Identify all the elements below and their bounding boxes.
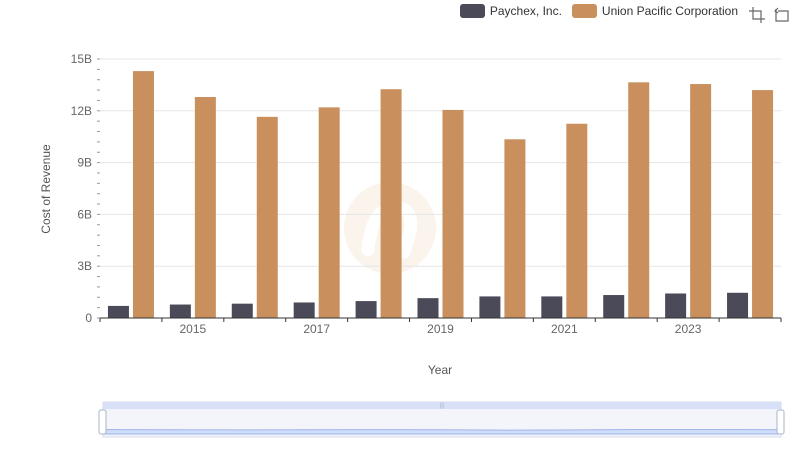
bars	[107, 71, 774, 319]
bar-paychex-2019	[417, 298, 439, 318]
bar-paychex-2014	[107, 305, 129, 318]
bar-paychex-2023	[665, 293, 687, 318]
bar-union-pacific-2015	[194, 96, 216, 318]
bar-union-pacific-2024	[752, 90, 774, 318]
x-tick-label: 2023	[675, 322, 702, 336]
bar-union-pacific-2021	[566, 123, 588, 318]
y-tick-label: 9B	[77, 156, 92, 170]
y-tick-label: 12B	[71, 104, 92, 118]
y-tick-label: 0	[85, 311, 92, 325]
x-axis: 2015 2017 2019 2021 2023	[99, 318, 782, 336]
bar-paychex-2015	[169, 304, 191, 318]
x-tick-label: 2019	[427, 322, 454, 336]
bar-paychex-2022	[603, 295, 625, 318]
data-zoom-slider[interactable]: |||	[98, 401, 785, 438]
slider-right-handle[interactable]	[776, 409, 785, 435]
slider-left-handle[interactable]	[98, 409, 107, 435]
bar-paychex-2018	[355, 301, 377, 318]
bar-paychex-2021	[541, 296, 563, 318]
bar-paychex-2016	[231, 303, 253, 318]
y-axis: 0 3B 6B 9B 12B 15B	[71, 52, 100, 325]
bar-paychex-2020	[479, 296, 501, 318]
bar-union-pacific-2020	[504, 139, 526, 318]
bar-union-pacific-2023	[690, 84, 712, 318]
bar-union-pacific-2017	[318, 107, 340, 318]
bar-union-pacific-2018	[380, 89, 402, 318]
bar-paychex-2024	[727, 292, 749, 318]
y-tick-label: 15B	[71, 52, 92, 66]
y-axis-title: Cost of Revenue	[39, 144, 53, 234]
legend-item-union-pacific[interactable]: Union Pacific Corporation	[571, 4, 738, 18]
toolbox	[748, 6, 790, 24]
restore-icon[interactable]	[772, 6, 790, 24]
x-tick-label: 2017	[303, 322, 330, 336]
slider-grip-icon[interactable]: |||	[440, 403, 445, 409]
y-tick-label: 3B	[77, 259, 92, 273]
slider-preview-area	[102, 428, 782, 435]
bar-paychex-2017	[293, 302, 315, 318]
legend: Paychex, Inc. Union Pacific Corporation	[459, 4, 738, 18]
legend-label-paychex: Paychex, Inc.	[489, 4, 562, 18]
legend-swatch-union-pacific	[571, 4, 597, 18]
y-tick-label: 6B	[77, 207, 92, 221]
bar-union-pacific-2022	[628, 82, 650, 318]
bar-union-pacific-2016	[256, 116, 278, 319]
legend-label-union-pacific: Union Pacific Corporation	[601, 4, 738, 18]
x-tick-label: 2015	[180, 322, 207, 336]
legend-swatch-paychex	[459, 4, 485, 18]
legend-item-paychex[interactable]: Paychex, Inc.	[459, 4, 562, 18]
x-axis-title: Year	[428, 363, 452, 377]
bar-union-pacific-2019	[442, 109, 464, 318]
zoom-icon[interactable]	[748, 6, 766, 24]
bar-union-pacific-2014	[132, 71, 154, 318]
x-tick-label: 2021	[551, 322, 578, 336]
slider-handle-bar[interactable]	[103, 402, 781, 409]
